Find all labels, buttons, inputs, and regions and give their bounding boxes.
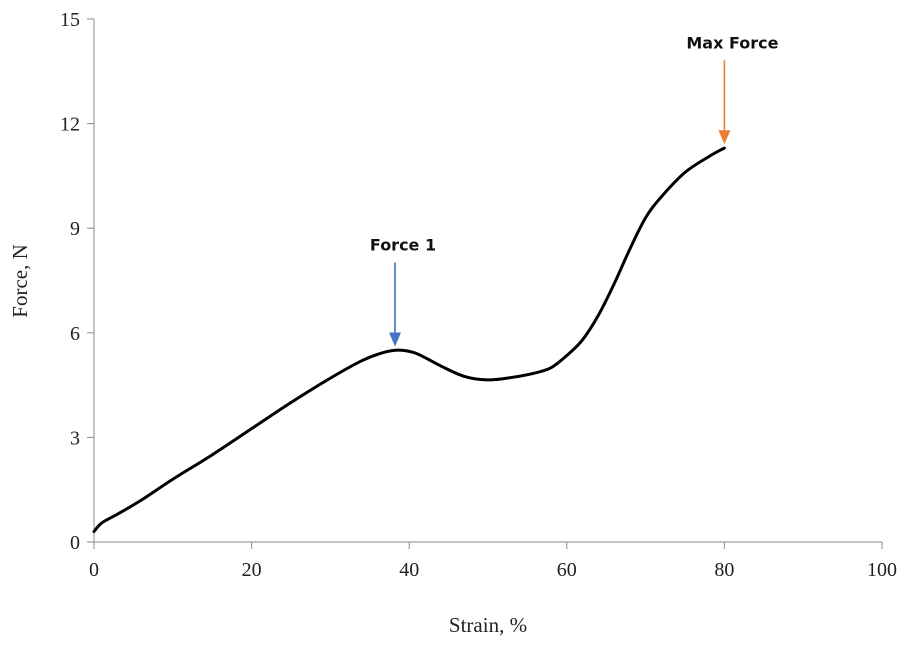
x-tick-label: 100 [867,559,897,581]
y-tick-label: 15 [60,9,80,31]
series-layer [92,146,726,534]
x-tick-label: 60 [557,559,577,581]
x-axis-title: Strain, % [449,613,527,637]
y-ticks: 0 3 6 9 12 15 [60,9,94,554]
annotation-arrow-head [389,332,402,347]
force-strain-line [92,146,726,534]
y-tick-label: 9 [70,218,80,240]
x-tick-label: 40 [399,559,419,581]
annotation-label: Force 1 [370,235,436,254]
x-tick-label: 20 [242,559,262,581]
y-tick-label: 12 [60,114,80,136]
annotations-layer: Force 1 Max Force [370,33,779,347]
x-ticks: 0 20 40 60 80 100 [89,542,897,581]
axes [93,19,882,543]
x-tick-label: 80 [714,559,734,581]
y-tick-label: 0 [70,532,80,554]
y-axis-title: Force, N [8,244,32,317]
x-tick-label: 0 [89,559,99,581]
annotation-label: Max Force [686,33,778,52]
y-tick-label: 3 [70,427,80,449]
annotation-arrow-head [718,130,731,145]
y-tick-label: 6 [70,323,80,345]
